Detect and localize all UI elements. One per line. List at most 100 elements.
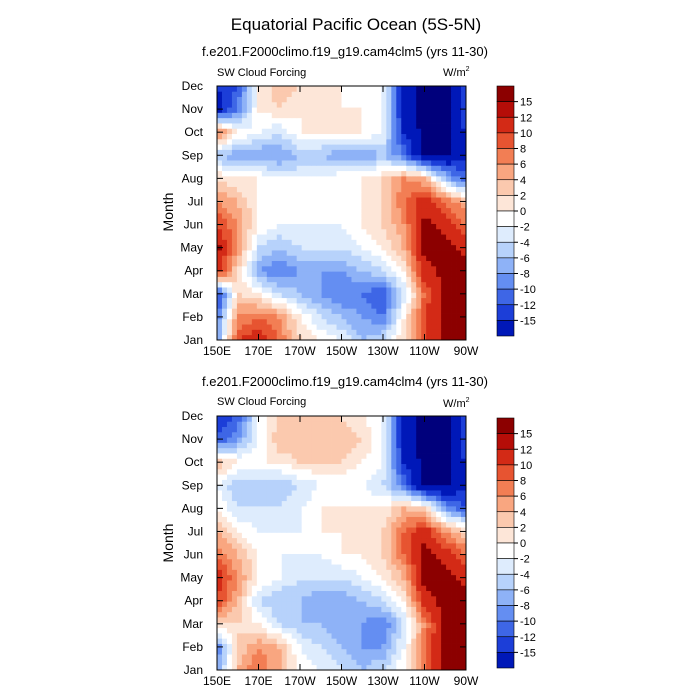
heatmap-cell (341, 437, 347, 443)
heatmap-cell (306, 175, 313, 182)
heatmap-cell (306, 271, 313, 277)
heatmap-cell (236, 553, 243, 560)
heatmap-cell (217, 302, 223, 309)
heatmap-cell (321, 133, 327, 140)
heatmap-cell (321, 255, 327, 262)
heatmap-cell (291, 181, 298, 187)
heatmap-cell (251, 500, 258, 507)
heatmap-cell (456, 313, 462, 320)
heatmap-cell (271, 186, 278, 193)
heatmap-cell (261, 197, 268, 203)
heatmap-cell (336, 128, 342, 135)
heatmap-cell (421, 532, 427, 539)
heatmap-cell (356, 537, 362, 544)
heatmap-cell (306, 505, 313, 512)
heatmap-cell (451, 416, 457, 422)
heatmap-cell (351, 505, 357, 512)
heatmap-cell (261, 590, 268, 597)
heatmap-cell (221, 260, 228, 267)
heatmap-cell (391, 437, 397, 443)
heatmap-cell (436, 426, 442, 433)
heatmap-cell (231, 138, 238, 145)
heatmap-cell (421, 255, 427, 262)
heatmap-cell (241, 160, 248, 166)
heatmap-cell (366, 250, 372, 256)
heatmap-cell (281, 302, 288, 309)
heatmap-cell (406, 244, 412, 251)
heatmap-cell (316, 202, 322, 209)
heatmap-cell (446, 511, 452, 517)
heatmap-cell (291, 537, 298, 544)
heatmap-cell (296, 553, 303, 560)
heatmap-cell (406, 271, 412, 277)
heatmap-cell (436, 255, 442, 262)
heatmap-cell (241, 334, 248, 341)
heatmap-cell (311, 281, 317, 288)
heatmap-cell (226, 638, 233, 644)
heatmap-cell (291, 160, 298, 166)
heatmap-cell (346, 197, 352, 203)
heatmap-cell (401, 86, 407, 92)
heatmap-cell (386, 281, 392, 288)
heatmap-cell (281, 511, 288, 517)
heatmap-cell (426, 421, 432, 427)
heatmap-cell (221, 643, 228, 650)
heatmap-cell (346, 447, 352, 454)
heatmap-cell (416, 133, 422, 140)
heatmap-cell (396, 574, 402, 581)
heatmap-cell (291, 479, 298, 486)
heatmap-cell (281, 453, 288, 459)
heatmap-cell (386, 297, 392, 304)
heatmap-cell (311, 287, 317, 293)
heatmap-cell (266, 133, 273, 140)
heatmap-cell (306, 302, 313, 309)
heatmap-cell (246, 128, 253, 135)
heatmap-cell (296, 324, 303, 330)
heatmap-cell (406, 86, 412, 92)
heatmap-cell (356, 659, 362, 666)
heatmap-cell (231, 659, 238, 666)
heatmap-cell (361, 138, 367, 145)
heatmap-cell (311, 276, 317, 283)
heatmap-cell (426, 490, 432, 496)
heatmap-cell (251, 133, 258, 140)
heatmap-cell (296, 505, 303, 512)
heatmap-cell (266, 334, 273, 341)
heatmap-cell (231, 585, 238, 592)
heatmap-cell (376, 271, 382, 277)
heatmap-cell (361, 234, 367, 240)
heatmap-cell (246, 297, 253, 304)
heatmap-cell (296, 437, 303, 443)
heatmap-cell (451, 292, 457, 299)
heatmap-cell (336, 91, 342, 97)
heatmap-cell (246, 537, 253, 544)
heatmap-cell (321, 468, 327, 475)
colorbar-box (496, 273, 515, 290)
heatmap-cell (311, 463, 317, 470)
heatmap-cell (441, 302, 447, 309)
heatmap-cell (276, 654, 283, 660)
heatmap-cell (461, 218, 467, 224)
heatmap-cell (346, 500, 352, 507)
heatmap-cell (381, 96, 387, 103)
heatmap-cell (436, 144, 442, 150)
heatmap-cell (266, 453, 273, 459)
heatmap-cell (256, 302, 263, 309)
heatmap-cell (421, 181, 427, 187)
heatmap-cell (431, 123, 437, 129)
heatmap-cell (286, 128, 293, 135)
heatmap-cell (406, 191, 412, 198)
heatmap-cell (421, 447, 427, 454)
heatmap-cell (456, 197, 462, 203)
heatmap-cell (426, 207, 432, 214)
heatmap-cell (406, 558, 412, 565)
heatmap-cell (281, 112, 288, 119)
heatmap-cell (371, 123, 377, 129)
heatmap-cell (236, 255, 243, 262)
heatmap-cell (446, 479, 452, 486)
heatmap-cell (371, 437, 377, 443)
heatmap-cell (426, 250, 432, 256)
heatmap-cell (431, 318, 437, 325)
heatmap-cell (401, 281, 407, 288)
heatmap-cell (291, 223, 298, 230)
